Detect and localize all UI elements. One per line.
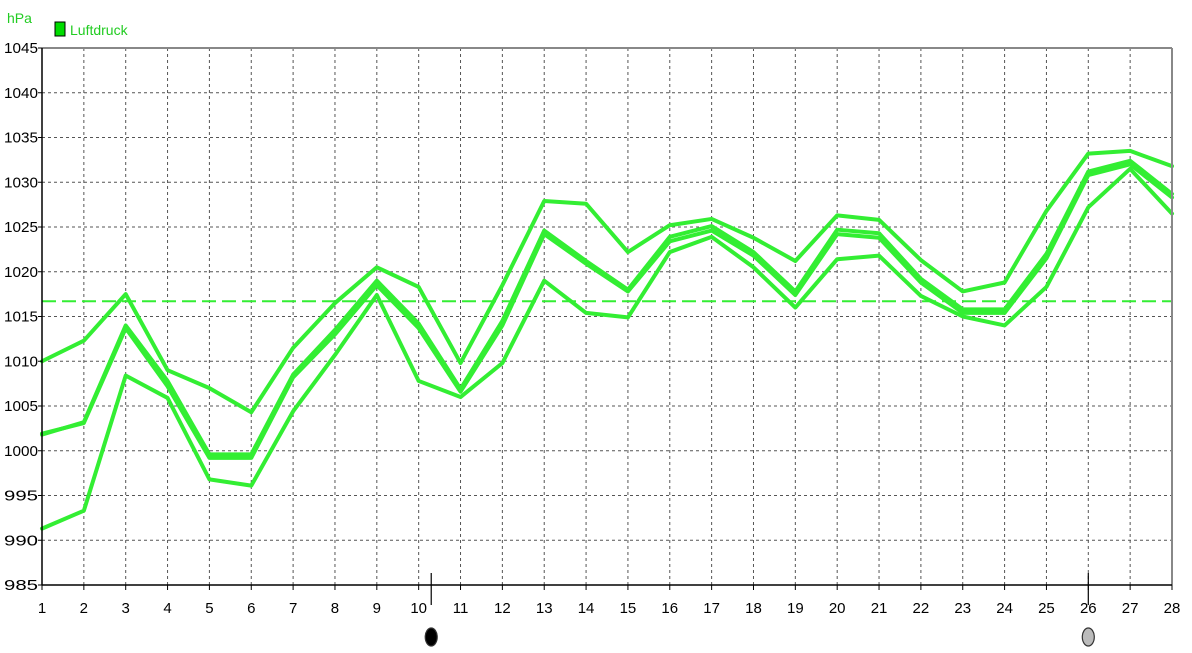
x-tick-label: 9 [373, 600, 381, 617]
x-tick-label: 10 [410, 600, 427, 617]
y-tick-label: 995 [4, 488, 38, 505]
series-lines [40, 148, 1174, 531]
series-line-4 [40, 162, 1174, 460]
x-tick-label: 18 [745, 600, 762, 617]
x-tick-label: 20 [829, 600, 846, 617]
y-tick-label: 1000 [4, 443, 38, 460]
y-tick-label: 1035 [4, 130, 38, 147]
x-tick-label: 26 [1080, 600, 1097, 617]
y-tick-label: 1040 [4, 85, 38, 102]
x-tick-label: 25 [1038, 600, 1055, 617]
x-tick-label: 11 [453, 600, 469, 617]
y-tick-label: 1025 [4, 219, 38, 236]
x-tick-label: 16 [661, 600, 678, 617]
x-tick-label: 2 [80, 600, 88, 617]
x-tick-label: 4 [163, 600, 171, 617]
x-tick-label: 17 [703, 600, 720, 617]
x-tick-label: 6 [247, 600, 255, 617]
y-tick-label: 985 [4, 577, 38, 594]
x-tick-label: 27 [1122, 600, 1139, 617]
y-tick-label: 1045 [4, 40, 38, 57]
x-tick-label: 22 [913, 600, 930, 617]
x-tick-label: 19 [787, 600, 804, 617]
y-tick-label: 990 [4, 532, 38, 549]
x-tick-label: 3 [122, 600, 130, 617]
y-tick-label: 1030 [4, 174, 38, 191]
x-tick-label: 14 [578, 600, 595, 617]
x-tick-label: 1 [38, 600, 46, 617]
y-tick-label: 1020 [4, 264, 38, 281]
full-moon-icon [1081, 627, 1095, 647]
series-line-2 [40, 158, 1174, 457]
y-tick-label: 1010 [4, 353, 38, 370]
x-tick-label: 7 [289, 600, 297, 617]
moon-markers [424, 573, 1095, 647]
new-moon-icon [424, 627, 438, 647]
series-line-1 [40, 148, 1174, 415]
series-line-3 [40, 166, 1174, 531]
x-axis-ticks: 1 2 3 4 5 6 7 8 9 10 11 12 13 14 15 16 17 18 19 20 21 22 23 24 2… [38, 585, 1181, 617]
x-tick-label: 28 [1164, 600, 1181, 617]
x-tick-label: 8 [331, 600, 339, 617]
legend-swatch-luftdruck [54, 21, 66, 37]
x-tick-label: 5 [205, 600, 213, 617]
x-tick-label: 12 [494, 600, 511, 617]
y-axis-ticks: 985 990 995 1000 1005 1010 1015 1020 1025 1030 103… [4, 40, 42, 594]
x-tick-label: 15 [620, 600, 637, 617]
legend-label-luftdruck: Luftdruck [70, 22, 129, 38]
y-axis-unit-label: hPa [7, 10, 32, 26]
y-tick-label: 1015 [4, 309, 38, 326]
y-tick-label: 1005 [4, 398, 38, 415]
x-tick-label: 24 [996, 600, 1013, 617]
x-tick-label: 23 [954, 600, 971, 617]
x-tick-label: 21 [871, 600, 888, 617]
x-tick-label: 13 [536, 600, 553, 617]
legend: Luftdruck [54, 21, 129, 38]
